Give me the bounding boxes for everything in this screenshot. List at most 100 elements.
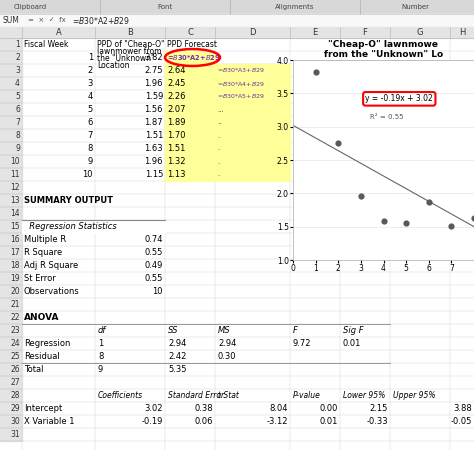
Text: =$B$30*A2+$B$29: =$B$30*A2+$B$29 (167, 53, 220, 62)
Bar (22, 415, 165, 428)
Bar (0, 363, 22, 376)
Bar (0, 51, 22, 64)
Text: 10: 10 (82, 170, 93, 179)
Bar (0, 246, 22, 259)
Bar (215, 64, 290, 77)
Bar (0, 38, 22, 51)
Text: 2.42: 2.42 (168, 352, 186, 361)
Text: C: C (187, 28, 193, 37)
Text: 2.26: 2.26 (167, 92, 185, 101)
Text: 1: 1 (88, 53, 93, 62)
Text: 20: 20 (10, 287, 20, 296)
Text: F: F (293, 326, 298, 335)
Text: 16: 16 (10, 235, 20, 244)
Text: .: . (217, 145, 219, 152)
Text: 2.07: 2.07 (167, 105, 185, 114)
Text: 1.63: 1.63 (145, 144, 163, 153)
Text: 18: 18 (10, 261, 20, 270)
Text: =$B$30*A3+$B$29: =$B$30*A3+$B$29 (217, 67, 265, 75)
Text: 0.06: 0.06 (194, 417, 213, 426)
Bar (0, 272, 22, 285)
Text: 23: 23 (10, 326, 20, 335)
Text: X Variable 1: X Variable 1 (24, 417, 74, 426)
Bar (165, 77, 215, 90)
Bar (215, 129, 290, 142)
Bar (0, 337, 22, 350)
Bar (0, 311, 22, 324)
Bar (165, 90, 215, 103)
Text: A: A (55, 28, 61, 37)
Text: 1.56: 1.56 (145, 105, 163, 114)
Text: .: . (217, 158, 219, 165)
Text: 9: 9 (88, 157, 93, 166)
Text: Sig F: Sig F (343, 326, 364, 335)
Text: Regression Statistics: Regression Statistics (24, 222, 117, 231)
Text: 3: 3 (88, 79, 93, 88)
Bar (0, 233, 22, 246)
Bar (0, 324, 22, 337)
Bar (165, 103, 215, 116)
Point (335, 140, 342, 147)
Bar (0, 129, 22, 142)
Text: 7: 7 (15, 118, 20, 127)
Bar (215, 116, 290, 129)
Text: SUM: SUM (3, 16, 20, 25)
Text: 24: 24 (10, 339, 20, 348)
Point (425, 198, 433, 206)
Text: 3.88: 3.88 (453, 404, 472, 413)
Text: Coefficients: Coefficients (98, 391, 143, 400)
Text: 25: 25 (10, 352, 20, 361)
Text: G: G (417, 28, 423, 37)
Text: F: F (363, 28, 367, 37)
Text: PPD of "Cheap-O": PPD of "Cheap-O" (97, 40, 164, 49)
Point (380, 217, 387, 224)
Text: -0.33: -0.33 (366, 417, 388, 426)
Text: 3.02: 3.02 (145, 404, 163, 413)
Text: 2.75: 2.75 (145, 66, 163, 75)
Bar (0, 285, 22, 298)
Text: MS: MS (218, 326, 231, 335)
Text: 1.87: 1.87 (145, 118, 163, 127)
Text: .: . (217, 171, 219, 177)
Text: SUMMARY OUTPUT: SUMMARY OUTPUT (24, 196, 113, 205)
Text: Adj R Square: Adj R Square (24, 261, 78, 270)
Text: R Square: R Square (24, 248, 62, 257)
Text: 2.94: 2.94 (218, 339, 237, 348)
Bar (0, 103, 22, 116)
Text: 0.38: 0.38 (194, 404, 213, 413)
Text: 2.94: 2.94 (168, 339, 186, 348)
Text: R² = 0.55: R² = 0.55 (370, 114, 403, 120)
Text: 1: 1 (98, 339, 103, 348)
Text: D: D (249, 28, 256, 37)
Text: Regression: Regression (24, 339, 70, 348)
Text: Total: Total (24, 365, 44, 374)
Bar (165, 116, 215, 129)
Point (357, 193, 365, 200)
Bar (0, 168, 22, 181)
Title: "Cheap-O" lawnmowe
from the "Unknown" Lo: "Cheap-O" lawnmowe from the "Unknown" Lo (324, 40, 443, 59)
Bar (0, 298, 22, 311)
Text: 0.49: 0.49 (145, 261, 163, 270)
Bar (0, 376, 22, 389)
Text: t Stat: t Stat (218, 391, 239, 400)
Text: 8.04: 8.04 (270, 404, 288, 413)
Bar (0, 350, 22, 363)
Text: 6: 6 (15, 105, 20, 114)
Bar (0, 415, 22, 428)
Text: 3: 3 (15, 66, 20, 75)
Text: 5: 5 (88, 105, 93, 114)
Bar (165, 168, 215, 181)
Bar (215, 168, 290, 181)
Text: 10: 10 (10, 157, 20, 166)
Text: 0.00: 0.00 (319, 404, 338, 413)
Text: Fiscal Week: Fiscal Week (24, 40, 68, 49)
Text: =  ×  ✓  fx: = × ✓ fx (28, 18, 66, 23)
Text: 21: 21 (10, 300, 20, 309)
Text: 7: 7 (88, 131, 93, 140)
Text: Residual: Residual (24, 352, 60, 361)
Text: Observations: Observations (24, 287, 80, 296)
Text: 1.59: 1.59 (145, 92, 163, 101)
Text: 9.72: 9.72 (293, 339, 311, 348)
Bar (215, 155, 290, 168)
Text: =$B$30*A4+$B$29: =$B$30*A4+$B$29 (217, 80, 265, 87)
